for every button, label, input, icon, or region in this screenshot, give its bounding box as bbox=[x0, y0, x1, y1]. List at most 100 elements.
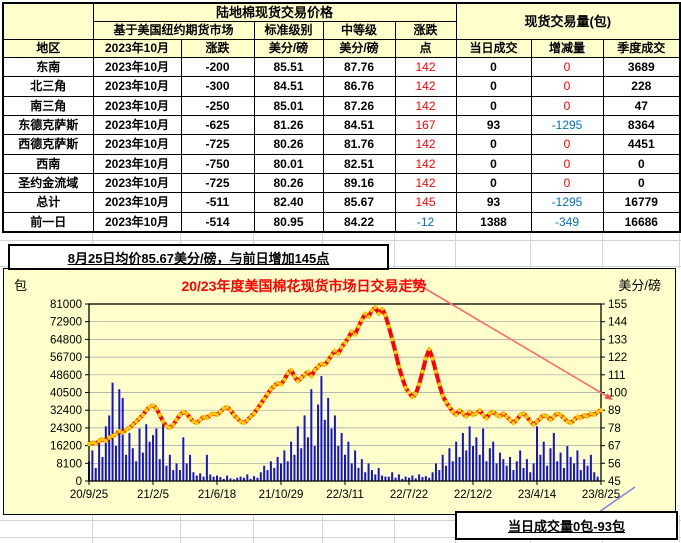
corner-cell[interactable] bbox=[2, 2, 94, 40]
cell-points[interactable]: 167 bbox=[394, 114, 457, 136]
cell-vol_change[interactable]: 0 bbox=[530, 172, 604, 194]
cell-change[interactable]: -250 bbox=[180, 95, 255, 116]
cell-points[interactable]: -12 bbox=[394, 211, 457, 233]
cell-season[interactable]: 228 bbox=[602, 76, 681, 97]
cell-middling[interactable]: 82.51 bbox=[322, 153, 396, 174]
cell-season[interactable]: 16779 bbox=[602, 192, 681, 213]
cell-standard[interactable]: 84.51 bbox=[253, 76, 324, 97]
cell-daily[interactable]: 93 bbox=[455, 114, 532, 136]
cell-points[interactable]: 142 bbox=[394, 95, 457, 116]
cell-region[interactable]: 南三角 bbox=[2, 95, 94, 116]
header-change[interactable]: 涨跌 bbox=[394, 21, 457, 40]
header-region[interactable]: 地区 bbox=[2, 39, 94, 58]
header-unit-cents[interactable]: 美分/磅 bbox=[253, 39, 324, 58]
cell-vol_change[interactable]: -1295 bbox=[530, 114, 604, 136]
cell-vol_change[interactable]: -1295 bbox=[530, 192, 604, 213]
cell-middling[interactable]: 86.76 bbox=[322, 76, 396, 97]
cell-standard[interactable]: 85.51 bbox=[253, 56, 324, 78]
cell-month[interactable]: 2023年10月 bbox=[92, 56, 182, 78]
cell-region[interactable]: 北三角 bbox=[2, 76, 94, 97]
cell-region[interactable]: 东德克萨斯 bbox=[2, 114, 94, 136]
cell-vol_change[interactable]: -349 bbox=[530, 211, 604, 233]
cell-month[interactable]: 2023年10月 bbox=[92, 172, 182, 194]
cell-month[interactable]: 2023年10月 bbox=[92, 114, 182, 136]
table-title[interactable]: 陆地棉现货交易价格 bbox=[92, 2, 457, 22]
cell-change[interactable]: -725 bbox=[180, 172, 255, 194]
trend-chart[interactable]: 包 20/23年度美国棉花现货市场日交易走势 美分/磅 0 45 8100 56 162… bbox=[3, 268, 676, 515]
cell-standard[interactable]: 85.01 bbox=[253, 95, 324, 116]
cell-middling[interactable]: 85.67 bbox=[322, 192, 396, 213]
cell-daily[interactable]: 0 bbox=[455, 95, 532, 116]
cell-points[interactable]: 145 bbox=[394, 192, 457, 213]
cell-change[interactable]: -300 bbox=[180, 76, 255, 97]
cell-vol_change[interactable]: 0 bbox=[530, 76, 604, 97]
cell-daily[interactable]: 0 bbox=[455, 172, 532, 194]
cell-standard[interactable]: 80.26 bbox=[253, 172, 324, 194]
header-change-2[interactable]: 涨跌 bbox=[180, 39, 255, 58]
volume-section-title[interactable]: 现货交易量(包) bbox=[455, 2, 681, 40]
cell-vol_change[interactable]: 0 bbox=[530, 153, 604, 174]
cell-points[interactable]: 142 bbox=[394, 56, 457, 78]
cell-month[interactable]: 2023年10月 bbox=[92, 95, 182, 116]
cell-change[interactable]: -725 bbox=[180, 134, 255, 155]
cell-season[interactable]: 8364 bbox=[602, 114, 681, 136]
cell-region[interactable]: 圣约金流域 bbox=[2, 172, 94, 194]
header-volume-change[interactable]: 增减量 bbox=[530, 39, 604, 58]
cell-middling[interactable]: 87.76 bbox=[322, 56, 396, 78]
cell-daily[interactable]: 0 bbox=[455, 76, 532, 97]
cell-change[interactable]: -750 bbox=[180, 153, 255, 174]
cell-middling[interactable]: 89.16 bbox=[322, 172, 396, 194]
cell-standard[interactable]: 80.26 bbox=[253, 134, 324, 155]
cell-change[interactable]: -625 bbox=[180, 114, 255, 136]
cell-region[interactable]: 东南 bbox=[2, 56, 94, 78]
cell-middling[interactable]: 84.51 bbox=[322, 114, 396, 136]
cell-change[interactable]: -514 bbox=[180, 211, 255, 233]
cell-season[interactable]: 0 bbox=[602, 172, 681, 194]
header-daily-volume[interactable]: 当日成交 bbox=[455, 39, 532, 58]
cell-standard[interactable]: 80.95 bbox=[253, 211, 324, 233]
cell-daily[interactable]: 93 bbox=[455, 192, 532, 213]
cell-middling[interactable]: 87.26 bbox=[322, 95, 396, 116]
cell-points[interactable]: 142 bbox=[394, 153, 457, 174]
cell-season[interactable]: 4451 bbox=[602, 134, 681, 155]
cell-middling[interactable]: 81.76 bbox=[322, 134, 396, 155]
cell-change[interactable]: -511 bbox=[180, 192, 255, 213]
cell-points[interactable]: 142 bbox=[394, 134, 457, 155]
header-unit-cents-2[interactable]: 美分/磅 bbox=[322, 39, 396, 58]
cell-points[interactable]: 142 bbox=[394, 76, 457, 97]
cell-vol_change[interactable]: 0 bbox=[530, 95, 604, 116]
cell-standard[interactable]: 80.01 bbox=[253, 153, 324, 174]
cell-month[interactable]: 2023年10月 bbox=[92, 76, 182, 97]
header-standard-grade[interactable]: 标准级别 bbox=[253, 21, 324, 40]
cell-season[interactable]: 0 bbox=[602, 153, 681, 174]
cell-month[interactable]: 2023年10月 bbox=[92, 134, 182, 155]
cell-region[interactable]: 总计 bbox=[2, 192, 94, 213]
average-price-callout[interactable]: 8月25日均价85.67美分/磅，与前日增加145点 bbox=[8, 244, 389, 270]
cell-month[interactable]: 2023年10月 bbox=[92, 211, 182, 233]
cell-middling[interactable]: 84.22 bbox=[322, 211, 396, 233]
cell-change[interactable]: -200 bbox=[180, 56, 255, 78]
cell-standard[interactable]: 81.26 bbox=[253, 114, 324, 136]
cell-season[interactable]: 16686 bbox=[602, 211, 681, 233]
cell-vol_change[interactable]: 0 bbox=[530, 56, 604, 78]
cell-region[interactable]: 西南 bbox=[2, 153, 94, 174]
cell-vol_change[interactable]: 0 bbox=[530, 134, 604, 155]
cell-daily[interactable]: 0 bbox=[455, 134, 532, 155]
cell-daily[interactable]: 1388 bbox=[455, 211, 532, 233]
cell-season[interactable]: 47 bbox=[602, 95, 681, 116]
header-month[interactable]: 2023年10月 bbox=[92, 39, 182, 58]
cell-month[interactable]: 2023年10月 bbox=[92, 153, 182, 174]
header-middling-grade[interactable]: 中等级 bbox=[322, 21, 396, 40]
cell-points[interactable]: 142 bbox=[394, 172, 457, 194]
cell-region[interactable]: 前一日 bbox=[2, 211, 94, 233]
cell-month[interactable]: 2023年10月 bbox=[92, 192, 182, 213]
daily-volume-callout[interactable]: 当日成交量0包-93包 bbox=[455, 511, 678, 540]
cell-daily[interactable]: 0 bbox=[455, 56, 532, 78]
cell-daily[interactable]: 0 bbox=[455, 153, 532, 174]
header-season-volume[interactable]: 季度成交 bbox=[602, 39, 681, 58]
header-futures-basis[interactable]: 基于美国纽约期货市场 bbox=[92, 21, 255, 40]
cell-region[interactable]: 西德克萨斯 bbox=[2, 134, 94, 155]
cell-season[interactable]: 3689 bbox=[602, 56, 681, 78]
header-points[interactable]: 点 bbox=[394, 39, 457, 58]
cell-standard[interactable]: 82.40 bbox=[253, 192, 324, 213]
